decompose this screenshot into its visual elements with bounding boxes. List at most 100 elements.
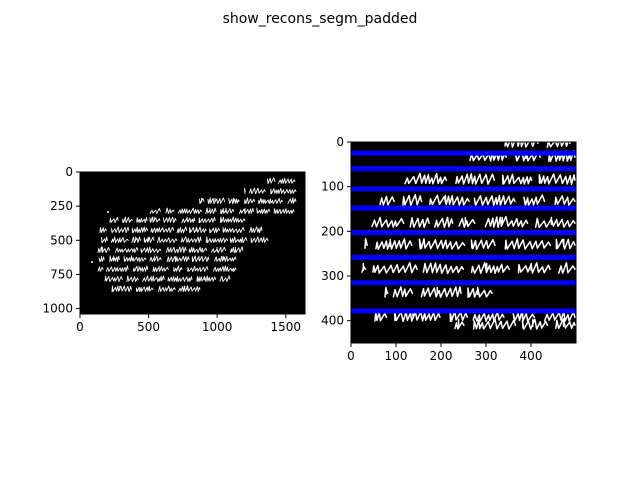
handwritten-word	[109, 216, 119, 224]
handwritten-word	[273, 208, 295, 215]
handwritten-word	[199, 197, 205, 205]
handwritten-word	[101, 236, 108, 244]
handwritten-word	[270, 187, 297, 195]
handwritten-word	[149, 207, 161, 214]
x-tick-label: 400	[520, 349, 543, 363]
handwritten-word	[166, 255, 190, 263]
handwritten-word	[244, 197, 256, 205]
handwritten-word	[196, 275, 216, 283]
x-tick-label: 0	[76, 320, 84, 334]
handwritten-word	[393, 310, 441, 323]
figure-title: show_recons_segm_padded	[223, 11, 418, 27]
handwritten-word	[543, 310, 576, 322]
handwritten-word	[250, 236, 269, 243]
handwritten-word	[504, 238, 552, 250]
handwritten-word	[99, 226, 107, 233]
y-tick-label: 500	[50, 233, 73, 247]
handwritten-word	[228, 198, 240, 205]
handwritten-word	[198, 216, 216, 224]
handwritten-word	[97, 266, 104, 272]
handwritten-word	[131, 236, 141, 244]
handwritten-word	[149, 255, 162, 262]
handwritten-word	[472, 318, 517, 330]
handwritten-word	[122, 216, 133, 224]
handwritten-word	[111, 226, 130, 234]
x-tick-label: 300	[475, 349, 498, 363]
handwritten-word	[136, 285, 154, 293]
handwritten-word	[402, 193, 423, 207]
handwritten-word	[173, 265, 183, 272]
handwritten-word	[244, 188, 246, 195]
handwritten-word	[180, 236, 202, 243]
handwritten-word	[132, 265, 149, 272]
handwritten-word	[219, 275, 231, 282]
handwritten-word	[140, 246, 162, 254]
handwritten-word	[534, 217, 576, 229]
y-tick-label: 1000	[42, 302, 73, 316]
ink-speck	[107, 211, 109, 213]
handwritten-word	[249, 226, 263, 234]
handwritten-word	[162, 216, 177, 224]
handwritten-word	[222, 226, 245, 234]
handwritten-word	[123, 255, 147, 263]
handwritten-word	[470, 238, 496, 251]
handwritten-word	[523, 194, 546, 207]
y-tick-label: 300	[321, 269, 344, 283]
segmentation-lines	[351, 150, 576, 314]
handwritten-word	[554, 195, 576, 206]
handwritten-word	[504, 135, 539, 148]
handwritten-word	[176, 226, 188, 234]
left-handwriting	[91, 177, 297, 293]
handwritten-word	[136, 216, 148, 224]
handwritten-word	[209, 227, 221, 234]
handwritten-word	[104, 275, 123, 282]
x-tick-label: 100	[385, 349, 408, 363]
handwritten-word	[165, 207, 175, 214]
handwritten-word	[258, 197, 283, 205]
handwritten-word	[210, 246, 226, 254]
handwritten-word	[158, 285, 176, 293]
handwritten-word	[364, 237, 368, 249]
handwritten-word	[177, 285, 201, 293]
handwritten-word	[167, 275, 193, 283]
handwritten-word	[287, 197, 297, 204]
handwritten-word	[375, 237, 413, 250]
handwritten-word	[212, 265, 237, 273]
right-y-axis: 0 100 200 300 400	[321, 135, 351, 328]
handwritten-word	[126, 275, 139, 283]
handwritten-word	[379, 195, 395, 206]
handwritten-word	[458, 217, 476, 228]
ink-speck	[91, 261, 93, 263]
handwritten-word	[191, 255, 210, 263]
handwritten-word	[470, 262, 510, 275]
y-tick-label: 0	[336, 135, 344, 149]
handwritten-word	[372, 261, 418, 274]
handwritten-word	[207, 197, 226, 205]
handwritten-word	[189, 226, 207, 234]
handwritten-word	[105, 265, 129, 273]
x-tick-label: 1000	[202, 320, 233, 334]
handwritten-word	[455, 173, 496, 185]
handwritten-word	[131, 226, 148, 234]
x-tick-label: 500	[137, 320, 160, 334]
handwritten-word	[546, 137, 571, 148]
left-image-panel: 0 500 1000 1500 0 250 500 750 1000	[42, 165, 306, 334]
y-tick-label: 400	[321, 314, 344, 328]
handwritten-word	[181, 217, 196, 224]
handwritten-word	[214, 255, 237, 263]
handwritten-word	[555, 238, 576, 250]
handwritten-word	[238, 207, 254, 215]
left-axes-frame	[79, 171, 306, 315]
handwritten-word	[141, 275, 165, 283]
handwritten-word	[472, 310, 505, 322]
handwritten-word	[205, 207, 217, 215]
handwritten-word	[409, 217, 430, 229]
handwritten-word	[110, 236, 129, 244]
handwritten-word	[555, 318, 576, 330]
handwritten-word	[449, 309, 468, 323]
handwritten-word	[165, 246, 187, 254]
handwritten-word	[434, 216, 454, 229]
handwritten-word	[187, 265, 209, 273]
handwritten-word	[111, 285, 132, 293]
